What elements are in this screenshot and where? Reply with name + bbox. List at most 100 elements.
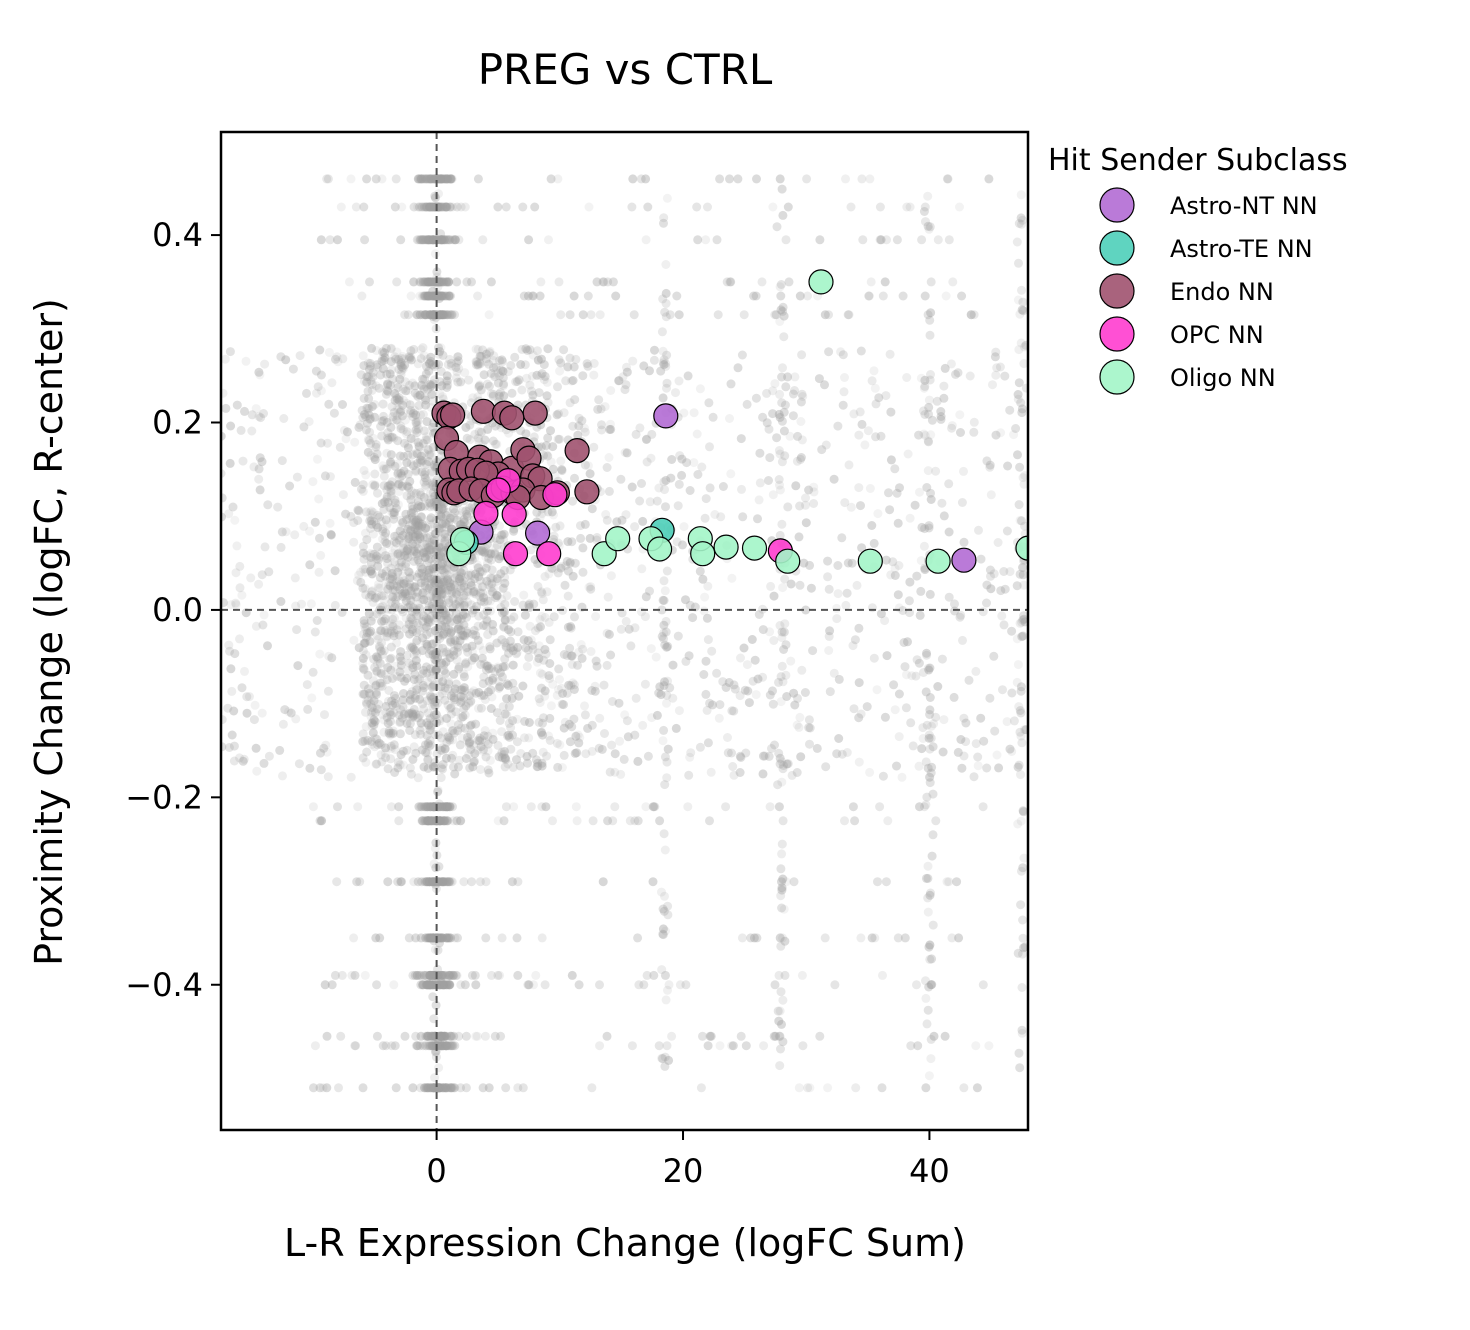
- background-point: [424, 202, 434, 212]
- background-point: [389, 510, 399, 520]
- background-point: [411, 448, 421, 458]
- background-point: [662, 193, 672, 203]
- background-point: [645, 366, 654, 376]
- background-point: [994, 763, 1004, 773]
- background-point: [459, 581, 469, 591]
- background-point: [939, 715, 949, 725]
- background-point: [969, 772, 979, 782]
- background-point: [436, 343, 446, 353]
- background-point: [440, 564, 450, 574]
- background-point: [388, 580, 398, 590]
- background-point: [421, 202, 431, 212]
- background-point: [616, 624, 626, 634]
- background-point: [398, 363, 408, 373]
- background-point: [439, 610, 449, 620]
- background-point: [402, 550, 411, 560]
- background-point: [406, 490, 416, 500]
- background-point: [500, 762, 510, 772]
- background-point: [1017, 305, 1027, 315]
- background-point: [359, 665, 369, 675]
- background-point: [659, 213, 669, 223]
- background-point: [437, 534, 447, 544]
- background-point: [386, 621, 395, 631]
- background-point: [321, 740, 331, 750]
- background-point: [557, 683, 566, 693]
- background-point: [410, 523, 420, 533]
- background-point: [467, 641, 477, 651]
- background-point: [398, 695, 408, 705]
- background-point: [238, 756, 248, 766]
- background-point: [396, 647, 406, 657]
- background-point: [916, 556, 926, 566]
- background-point: [407, 590, 417, 600]
- background-point: [375, 643, 385, 653]
- background-point: [495, 356, 504, 366]
- background-point: [775, 389, 785, 399]
- background-point: [413, 587, 422, 597]
- background-point: [426, 356, 436, 366]
- background-point: [484, 768, 494, 778]
- background-point: [405, 601, 415, 610]
- background-point: [482, 615, 492, 625]
- background-point: [931, 712, 941, 722]
- background-point: [399, 710, 409, 720]
- background-point: [437, 277, 447, 287]
- background-point: [439, 174, 449, 184]
- background-point: [436, 572, 445, 582]
- background-point: [500, 709, 510, 719]
- background-point: [442, 615, 452, 625]
- background-point: [443, 570, 453, 580]
- background-point: [379, 646, 389, 656]
- background-point: [444, 235, 454, 245]
- background-point: [383, 481, 393, 491]
- background-point: [718, 482, 728, 491]
- background-point: [405, 476, 415, 486]
- background-point: [658, 346, 668, 356]
- background-point: [473, 635, 483, 645]
- background-point: [574, 421, 584, 431]
- background-point: [297, 599, 306, 609]
- background-point: [436, 512, 446, 522]
- background-point: [1021, 725, 1028, 735]
- background-point: [921, 993, 931, 1003]
- background-point: [397, 471, 407, 481]
- background-point: [360, 410, 369, 419]
- background-point: [410, 541, 420, 551]
- background-point: [500, 746, 509, 756]
- background-point: [542, 587, 552, 597]
- background-point: [411, 410, 421, 420]
- background-point: [436, 551, 445, 561]
- background-point: [736, 434, 746, 444]
- background-point: [610, 802, 620, 812]
- background-point: [878, 291, 888, 301]
- background-point: [857, 543, 867, 553]
- background-point: [586, 647, 596, 656]
- background-point: [774, 802, 784, 812]
- background-point: [778, 363, 787, 373]
- background-point: [556, 358, 566, 368]
- background-point: [358, 689, 368, 699]
- background-point: [685, 486, 695, 495]
- background-point: [423, 596, 432, 606]
- background-point: [381, 389, 391, 399]
- background-point: [433, 650, 443, 660]
- background-point: [933, 682, 943, 691]
- background-point: [401, 509, 411, 519]
- background-point: [379, 411, 388, 421]
- background-point: [280, 705, 290, 715]
- background-point: [467, 277, 476, 287]
- background-point: [461, 658, 471, 667]
- background-point: [776, 697, 786, 707]
- background-point: [394, 479, 404, 489]
- background-point: [428, 478, 437, 488]
- background-point: [440, 683, 450, 693]
- background-point: [742, 660, 752, 670]
- background-point: [421, 748, 431, 757]
- background-point: [677, 454, 687, 464]
- background-point: [412, 636, 422, 646]
- background-point: [415, 625, 425, 635]
- background-point: [358, 351, 368, 361]
- background-point: [620, 710, 630, 720]
- background-point: [396, 557, 406, 567]
- background-point: [422, 291, 432, 301]
